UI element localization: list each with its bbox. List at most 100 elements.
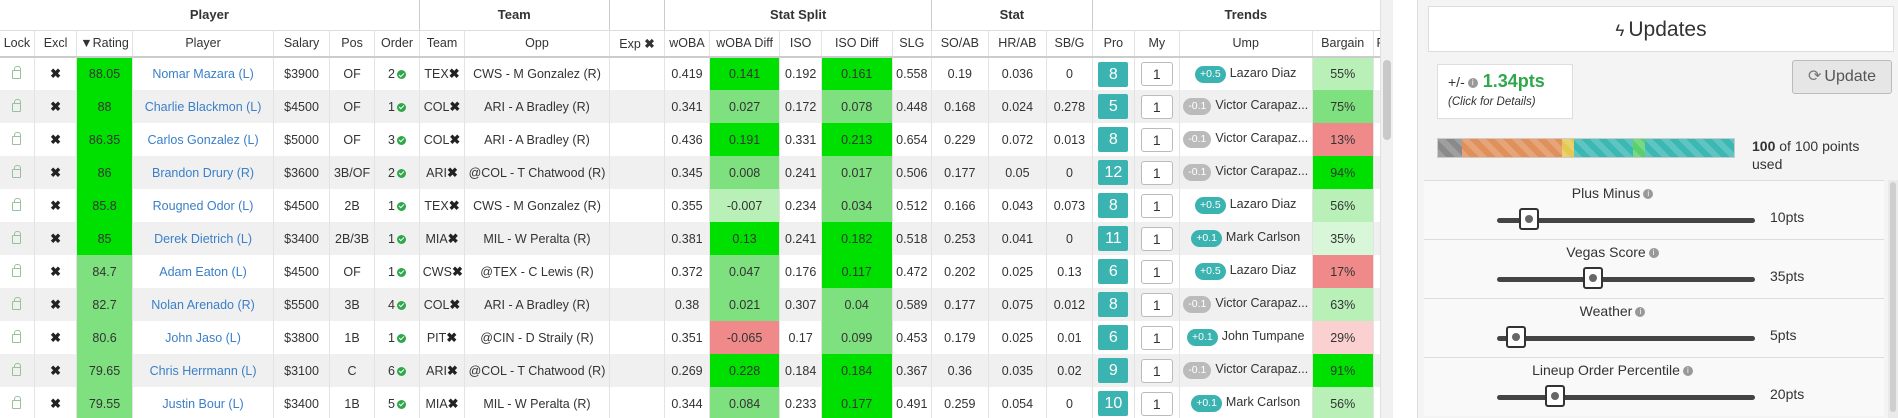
exclude-icon[interactable]: ✖ [50, 98, 61, 114]
col-header-rating[interactable]: ▼Rating [76, 30, 133, 58]
exclude-team-icon[interactable]: ✖ [446, 164, 458, 180]
player-name-link[interactable]: Carlos Gonzalez (L) [147, 132, 259, 147]
table-scrollbar[interactable] [1380, 0, 1393, 418]
player-name-link[interactable]: Rougned Odor (L) [152, 198, 254, 213]
bargain-value: 13% [1330, 132, 1356, 147]
col-header-bargain[interactable]: Bargain [1312, 30, 1374, 58]
update-button[interactable]: ⟳ Update [1792, 60, 1892, 94]
lock-icon[interactable] [12, 164, 22, 178]
my-projection-input[interactable]: 1 [1140, 94, 1173, 119]
my-projection-input[interactable]: 1 [1140, 358, 1173, 383]
col-header-sb-g[interactable]: SB/G [1046, 30, 1093, 58]
my-projection-input[interactable]: 1 [1140, 292, 1173, 317]
panel-scrollbar-thumb[interactable] [1890, 182, 1896, 412]
plus-minus-details[interactable]: (Click for Details) [1448, 96, 1536, 108]
slider-track[interactable] [1497, 218, 1755, 223]
my-projection-input[interactable]: 1 [1140, 226, 1173, 251]
exclude-icon[interactable]: ✖ [50, 395, 61, 411]
slider-track[interactable] [1497, 336, 1755, 341]
player-name-link[interactable]: Nolan Arenado (R) [151, 297, 255, 312]
exclude-team-icon[interactable]: ✖ [449, 131, 461, 147]
exclude-team-icon[interactable]: ✖ [449, 98, 461, 114]
exclude-icon[interactable]: ✖ [50, 131, 61, 147]
col-header-pos[interactable]: Pos [329, 30, 376, 58]
exclude-team-icon[interactable]: ✖ [446, 362, 458, 378]
col-header-iso-diff[interactable]: ISO Diff [821, 30, 893, 58]
lock-icon[interactable] [12, 362, 22, 376]
player-name-link[interactable]: John Jaso (L) [165, 330, 241, 345]
my-projection-input[interactable]: 1 [1140, 259, 1173, 284]
player-name-link[interactable]: Justin Bour (L) [162, 396, 244, 411]
my-projection-input[interactable]: 1 [1140, 391, 1173, 416]
exclude-icon[interactable]: ✖ [50, 164, 61, 180]
bargain-value: 56% [1330, 198, 1356, 213]
exclude-icon[interactable]: ✖ [50, 296, 61, 312]
panel-scrollbar[interactable] [1888, 180, 1898, 418]
my-projection-input[interactable]: 1 [1140, 160, 1173, 185]
lock-icon[interactable] [12, 66, 22, 79]
slg-value: 0.506 [896, 165, 928, 180]
col-header-iso[interactable]: ISO [779, 30, 822, 58]
col-header-player[interactable]: Player [132, 30, 275, 58]
exclude-team-icon[interactable]: ✖ [446, 329, 458, 345]
my-projection-input[interactable]: 1 [1140, 62, 1173, 86]
exclude-team-icon[interactable]: ✖ [447, 230, 459, 246]
col-header-so-ab[interactable]: SO/AB [931, 30, 989, 58]
exclude-icon[interactable]: ✖ [50, 329, 61, 345]
col-header-slg[interactable]: SLG [892, 30, 933, 58]
player-name-link[interactable]: Adam Eaton (L) [159, 264, 247, 279]
col-header-ump[interactable]: Ump [1179, 30, 1313, 58]
lock-icon[interactable] [12, 131, 22, 145]
updates-title: Updates [1628, 18, 1707, 41]
lock-icon[interactable] [12, 395, 22, 409]
col-header-woba[interactable]: wOBA [664, 30, 710, 58]
col-header-order[interactable]: Order [374, 30, 420, 58]
player-name-link[interactable]: Derek Dietrich (L) [154, 231, 253, 246]
exclude-team-icon[interactable]: ✖ [448, 66, 460, 81]
player-name-link[interactable]: Nomar Mazara (L) [152, 67, 254, 81]
lock-icon[interactable] [12, 98, 22, 112]
confirmed-check-icon [397, 399, 406, 409]
slider-handle[interactable] [1518, 208, 1539, 230]
exclude-team-icon[interactable]: ✖ [447, 395, 459, 411]
col-header-opp[interactable]: Opp [464, 30, 610, 58]
col-header-exp[interactable]: Exp ✖ [609, 30, 666, 58]
col-header-pro[interactable]: Pro [1092, 30, 1136, 58]
col-header-salary[interactable]: Salary [273, 30, 330, 58]
player-name-link[interactable]: Charlie Blackmon (L) [144, 99, 262, 114]
col-header-team[interactable]: Team [419, 30, 466, 58]
slider-track[interactable] [1497, 277, 1755, 282]
col-header-lock[interactable]: Lock [0, 30, 35, 58]
plus-minus-box[interactable]: +/- i 1.34pts (Click for Details) [1437, 64, 1573, 119]
table-scrollbar-thumb[interactable] [1383, 60, 1391, 140]
exclude-icon[interactable]: ✖ [50, 66, 61, 81]
lock-icon[interactable] [12, 263, 22, 277]
my-projection-input[interactable]: 1 [1140, 193, 1173, 218]
exclude-team-icon[interactable]: ✖ [451, 263, 463, 279]
slider-handle[interactable] [1505, 326, 1526, 348]
lock-icon[interactable] [12, 197, 22, 211]
exclude-team-icon[interactable]: ✖ [448, 197, 460, 213]
my-projection-input[interactable]: 1 [1140, 325, 1173, 350]
my-projection-input[interactable]: 1 [1140, 127, 1173, 152]
slider-handle[interactable] [1583, 267, 1604, 289]
lock-icon[interactable] [12, 329, 22, 343]
slider-handle[interactable] [1544, 385, 1565, 407]
col-header-hr-ab[interactable]: HR/AB [988, 30, 1048, 58]
ump-rating-badge: -0.1 [1183, 362, 1212, 379]
col-header-my[interactable]: My [1134, 30, 1180, 58]
exclude-icon[interactable]: ✖ [50, 230, 61, 246]
col-header-park[interactable]: Park [1373, 30, 1380, 58]
exclude-team-icon[interactable]: ✖ [449, 296, 461, 312]
lock-icon[interactable] [12, 296, 22, 310]
exclude-icon[interactable]: ✖ [50, 263, 61, 279]
col-header-woba-diff[interactable]: wOBA Diff [709, 30, 781, 58]
close-icon[interactable]: ✖ [640, 36, 655, 51]
col-header-excl[interactable]: Excl [34, 30, 78, 58]
exclude-icon[interactable]: ✖ [50, 362, 61, 378]
slider-track[interactable] [1497, 395, 1755, 400]
player-name-link[interactable]: Brandon Drury (R) [151, 165, 255, 180]
player-name-link[interactable]: Chris Herrmann (L) [149, 363, 257, 378]
exclude-icon[interactable]: ✖ [50, 197, 61, 213]
lock-icon[interactable] [12, 230, 22, 244]
